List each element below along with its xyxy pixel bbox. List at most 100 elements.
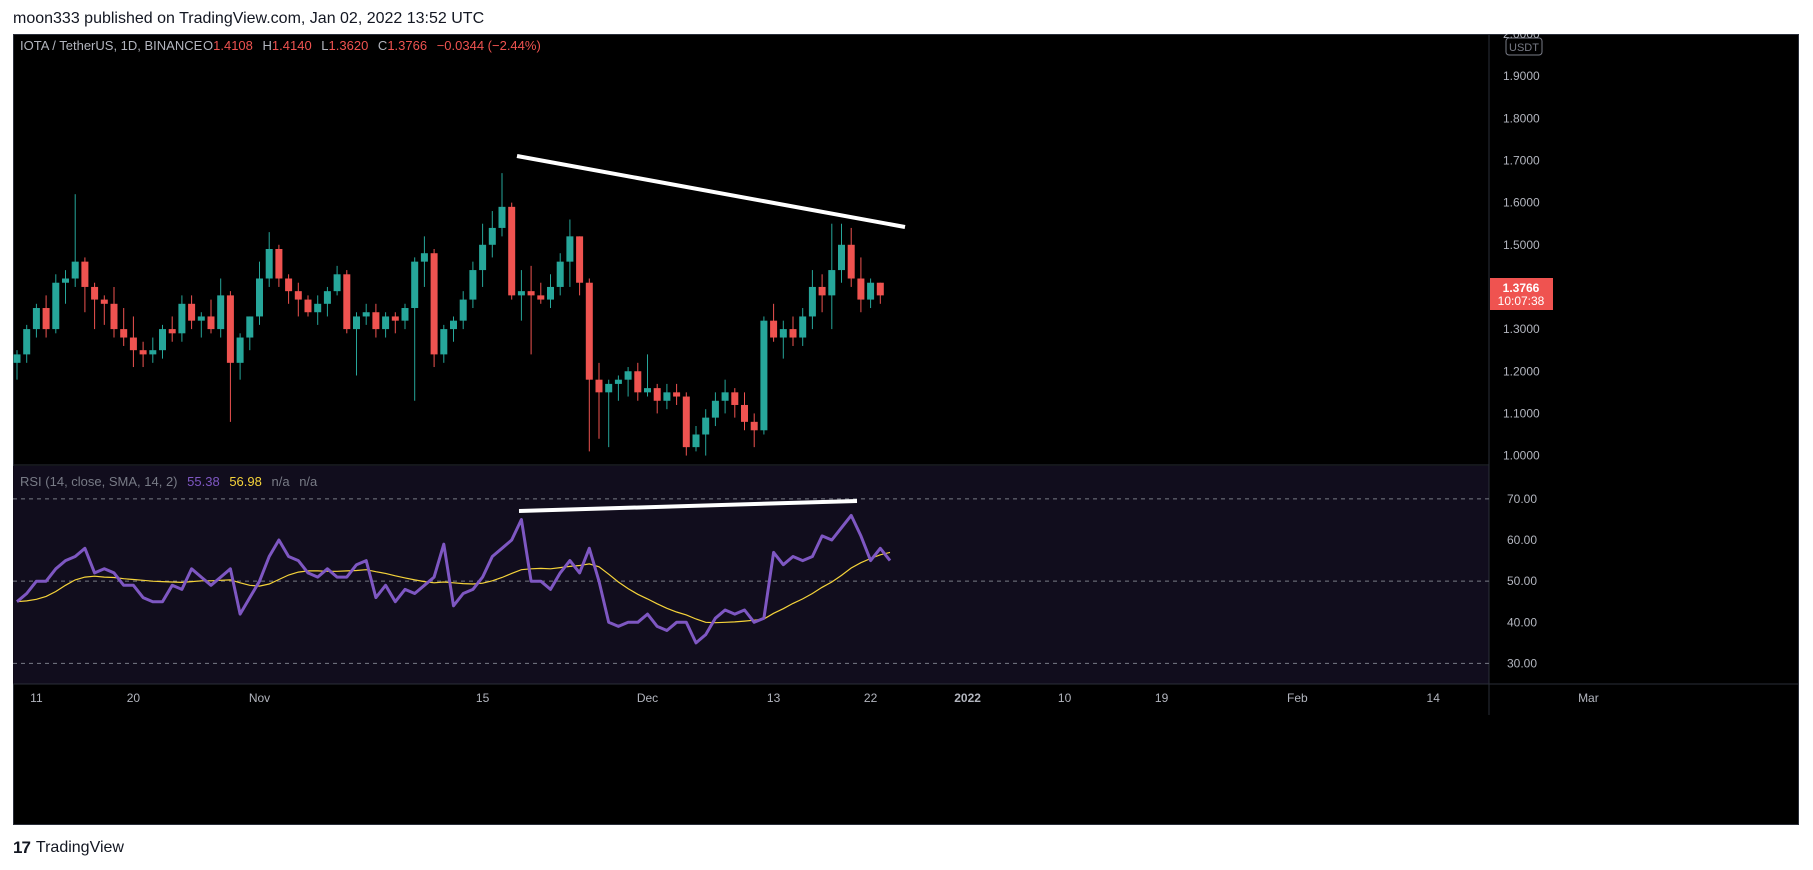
candle-body[interactable] [391, 316, 399, 321]
rsi-trendline[interactable] [518, 499, 858, 513]
candle-body[interactable] [682, 396, 690, 448]
candle-body[interactable] [353, 316, 360, 330]
candle-body[interactable] [692, 434, 700, 448]
candle-body[interactable] [382, 316, 390, 330]
candle-body[interactable] [595, 379, 603, 393]
candle-body[interactable] [333, 274, 341, 292]
chart-canvas[interactable]: 1.00001.10001.20001.30001.40001.50001.60… [13, 34, 1799, 715]
currency-badge[interactable] [1505, 37, 1543, 56]
candle-body[interactable] [13, 354, 21, 363]
candle-body[interactable] [226, 295, 234, 363]
candle-body[interactable] [828, 270, 836, 296]
candle-body[interactable] [576, 236, 584, 283]
candle-body[interactable] [246, 316, 254, 338]
candle-body[interactable] [566, 236, 574, 262]
candle-body[interactable] [808, 286, 816, 317]
candle-body[interactable] [149, 350, 157, 355]
candle-body[interactable] [275, 249, 283, 279]
candle-body[interactable] [411, 261, 419, 309]
candle-body[interactable] [479, 244, 487, 271]
candle-body[interactable] [799, 316, 807, 338]
rsi-line [16, 513, 892, 645]
candle-body[interactable] [217, 295, 225, 330]
candle-body[interactable] [159, 329, 166, 351]
candle-body[interactable] [207, 316, 215, 330]
candle-body[interactable] [420, 253, 428, 262]
candle-body[interactable] [663, 392, 671, 401]
candle-body[interactable] [62, 278, 69, 283]
candle-body[interactable] [236, 337, 244, 363]
candle-body[interactable] [498, 206, 506, 228]
last-price-tag: 1.3766 10:07:38 [1490, 278, 1553, 310]
price-tick-label: 1.6000 [1503, 196, 1540, 210]
candle-body[interactable] [556, 261, 564, 287]
candle-body[interactable] [789, 329, 797, 338]
candle-body[interactable] [721, 392, 729, 401]
candle-body[interactable] [750, 421, 758, 431]
candle-body[interactable] [838, 244, 845, 271]
candle-body[interactable] [741, 404, 748, 422]
candle-body[interactable] [450, 320, 457, 330]
candle-body[interactable] [343, 274, 351, 330]
candle-body[interactable] [459, 299, 467, 321]
candle-body[interactable] [372, 312, 380, 330]
candle-body[interactable] [294, 291, 302, 300]
candle-body[interactable] [760, 320, 768, 431]
candle-body[interactable] [42, 308, 50, 330]
candle-body[interactable] [779, 329, 787, 338]
candle-body[interactable] [440, 329, 448, 355]
bar-countdown: 10:07:38 [1498, 294, 1545, 308]
candle-body[interactable] [323, 291, 331, 304]
candle-body[interactable] [197, 316, 205, 321]
candle-body[interactable] [401, 308, 409, 321]
candle-body[interactable] [644, 388, 651, 393]
candle-body[interactable] [120, 329, 128, 338]
candle-body[interactable] [488, 227, 496, 245]
candle-body[interactable] [178, 303, 186, 334]
candle-body[interactable] [527, 291, 535, 296]
candle-body[interactable] [731, 392, 739, 405]
candle-body[interactable] [265, 249, 273, 279]
candle-body[interactable] [362, 312, 370, 317]
candle-body[interactable] [673, 392, 681, 397]
candle-body[interactable] [110, 303, 118, 330]
candle-body[interactable] [100, 299, 108, 304]
candle-body[interactable] [624, 371, 632, 380]
candle-body[interactable] [876, 282, 884, 296]
candle-body[interactable] [605, 383, 613, 393]
candle-body[interactable] [614, 379, 622, 384]
candle-body[interactable] [547, 286, 554, 300]
candle-body[interactable] [256, 278, 263, 317]
candle-body[interactable] [508, 206, 516, 296]
candle-body[interactable] [653, 388, 661, 401]
candle-body[interactable] [711, 400, 719, 418]
candle-body[interactable] [285, 278, 293, 292]
price-tick-label: 1.5000 [1503, 238, 1540, 252]
candle-body[interactable] [168, 329, 176, 334]
candle-body[interactable] [52, 282, 60, 330]
candle-body[interactable] [129, 337, 137, 351]
candle-body[interactable] [71, 261, 79, 279]
legend-high: 1.4140 [272, 38, 312, 53]
candle-body[interactable] [818, 286, 826, 296]
candle-body[interactable] [91, 286, 99, 300]
candle-body[interactable] [634, 371, 642, 393]
candle-body[interactable] [517, 291, 525, 296]
candle-body[interactable] [81, 261, 89, 287]
candle-body[interactable] [847, 244, 855, 279]
candle-body[interactable] [32, 308, 40, 330]
candle-body[interactable] [585, 282, 593, 380]
candle-body[interactable] [702, 417, 710, 435]
candle-body[interactable] [304, 299, 312, 313]
candle-body[interactable] [139, 350, 147, 355]
candle-body[interactable] [23, 329, 31, 355]
price-trendline[interactable] [516, 154, 906, 229]
candle-body[interactable] [867, 282, 875, 300]
candle-body[interactable] [857, 278, 865, 300]
candle-body[interactable] [188, 303, 196, 321]
candle-body[interactable] [430, 253, 438, 355]
candle-body[interactable] [537, 295, 545, 300]
candle-body[interactable] [314, 303, 322, 313]
candle-body[interactable] [469, 270, 477, 300]
candle-body[interactable] [770, 320, 778, 338]
